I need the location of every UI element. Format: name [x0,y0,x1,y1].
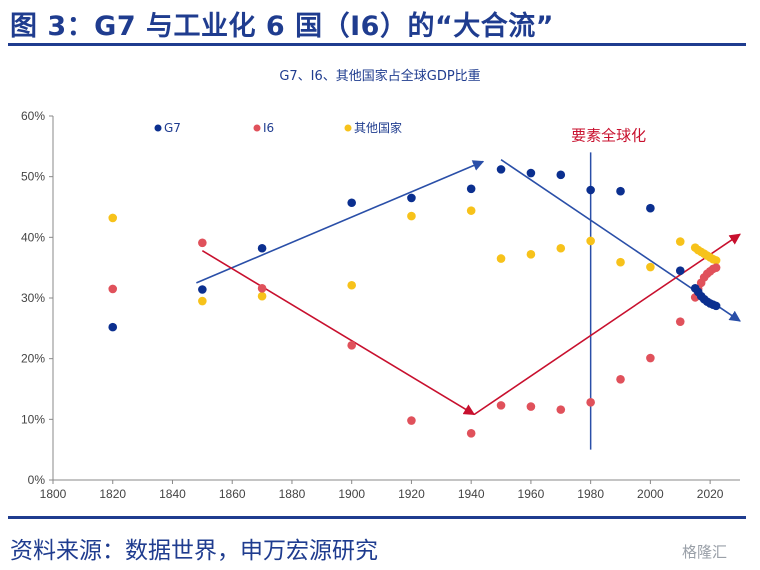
data-point [556,170,566,180]
y-tick-label: 10% [21,412,45,426]
data-point [108,213,118,223]
x-tick-label: 2020 [697,487,724,501]
legend-marker [344,124,352,132]
chart-title: G7、I6、其他国家占全球GDP比重 [279,68,480,84]
data-point [616,374,625,384]
y-tick-label: 60% [21,109,45,123]
x-tick-label: 1820 [99,487,126,501]
data-point [711,256,721,265]
legend-marker [154,124,162,132]
data-point [646,353,655,363]
source-note: 资料来源：数据世界，申万宏源研究 [10,538,378,564]
annotations: 要素全球化 [196,126,741,450]
data-point [466,206,476,215]
data-point [526,168,536,178]
data-point [675,237,685,246]
data-point [347,198,356,208]
data-point [407,193,416,203]
x-tick-label: 1800 [40,487,67,501]
x-tick-label: 1840 [159,487,186,501]
y-tick-label: 20% [21,352,45,366]
y-tick-label: 0% [28,473,46,487]
data-point [711,301,721,311]
data-point [257,291,267,301]
legend-marker [253,124,261,132]
data-point [616,186,625,196]
data-point [675,317,685,326]
x-tick-label: 1920 [398,487,425,501]
legend-label: I6 [263,121,274,135]
data-point [646,203,655,213]
data-point [496,254,506,263]
y-tick-label: 40% [21,230,45,244]
data-point [466,428,476,438]
x-tick-label: 2000 [637,487,664,501]
legend-label: G7 [164,121,181,135]
data-point [586,398,595,407]
data-point [586,185,595,195]
footer-rule [8,516,746,519]
data-point [198,296,207,306]
data-point [407,211,416,221]
trend-arrow-red [201,249,476,416]
globalization-label: 要素全球化 [571,126,646,144]
data-point [496,401,506,410]
data-point [466,184,476,194]
data-points [108,165,721,438]
gdp-share-chart: G7、I6、其他国家占全球GDP比重 0% 10% 20% 30% 40% 50% 60% 1… [21,68,741,501]
y-tick-label: 30% [21,291,45,305]
data-point [556,405,566,414]
data-point [646,262,655,272]
x-tick-label: 1880 [279,487,306,501]
data-point [347,280,356,290]
x-tick-label: 1960 [518,487,545,501]
title-rule [8,43,746,46]
data-point [675,266,685,275]
figure-title: 图 3：G7 与工业化 6 国（I6）的“大合流” [10,11,554,42]
legend-label: 其他国家 [354,120,402,135]
data-point [711,263,721,272]
data-point [347,341,356,350]
data-point [257,243,267,253]
trend-arrow-blue [196,160,485,284]
watermark: 格隆汇 [682,543,728,561]
y-tick-label: 50% [21,170,45,184]
data-point [586,236,595,246]
data-point [198,238,207,248]
data-point [526,250,536,259]
axes: 0% 10% 20% 30% 40% 50% 60% 1800 1820 1840 1860 1880… [21,109,740,501]
data-point [108,322,118,332]
x-tick-label: 1940 [458,487,485,501]
data-point [108,284,118,294]
data-point [496,165,506,174]
x-tick-label: 1900 [338,487,365,501]
data-point [556,243,566,253]
data-point [526,402,536,411]
data-point [198,285,207,294]
x-tick-label: 1980 [577,487,604,501]
data-point [257,283,267,293]
data-point [407,416,416,425]
x-tick-label: 1860 [219,487,246,501]
legend: G7 I6 其他国家 [154,120,402,135]
data-point [616,257,625,267]
trend-arrow-red [473,233,741,416]
